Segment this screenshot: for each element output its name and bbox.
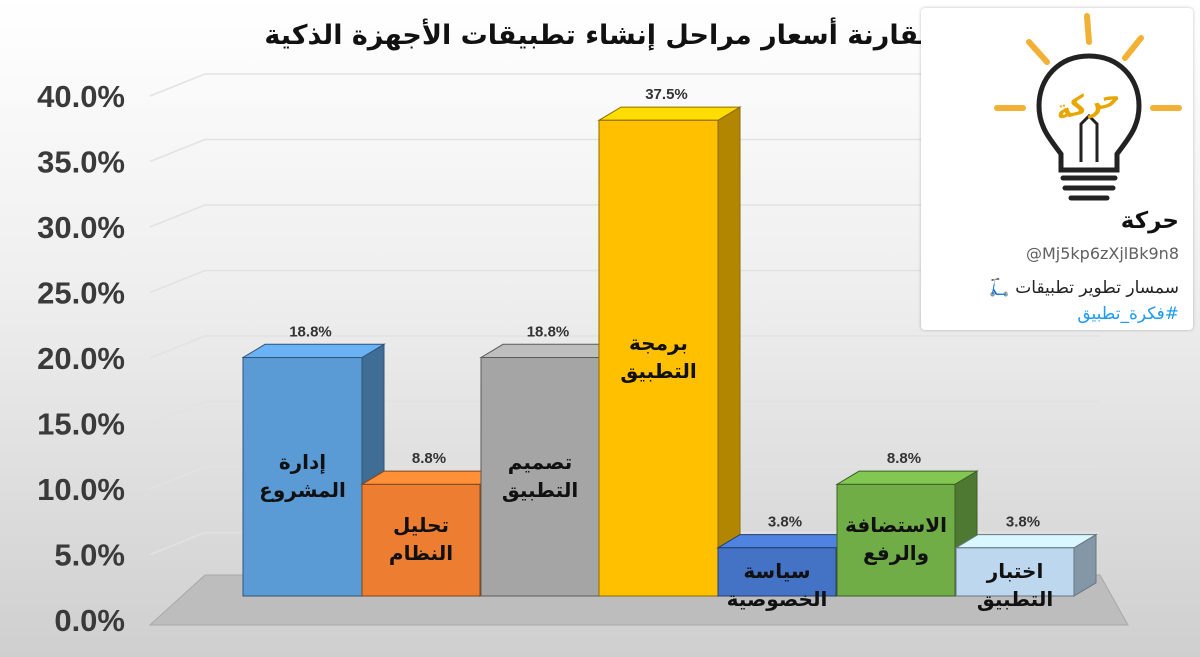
- brand-card: حركة حركة @Mj5kp6zXjlBk9n8 سمسار تطوير ت…: [921, 8, 1193, 330]
- bar-top: [241, 343, 386, 359]
- brand-bio: سمسار تطوير تطبيقات 🛴: [988, 278, 1179, 298]
- gridline: [149, 466, 1100, 490]
- data-label: 3.8%: [1006, 514, 1040, 531]
- bar-name-label: الخصوصية: [727, 587, 828, 611]
- bar: [955, 547, 1075, 597]
- bars: إدارة المشروع تحليل النظام تصميم التطبيق برمجة…: [241, 106, 1098, 611]
- chart-title: مقارنة أسعار مراحل إنشاء تطبيقات الأجهزة…: [264, 17, 935, 51]
- gridline: [149, 73, 1100, 97]
- bar-name-label: إدارة: [279, 450, 326, 474]
- bar: [480, 357, 600, 597]
- gridline: [149, 204, 1100, 228]
- bar: [836, 483, 956, 597]
- bar-name-label: سياسة: [743, 559, 810, 583]
- bar-name-label: برمجة: [629, 331, 688, 355]
- y-tick-label: 5.0%: [54, 538, 125, 573]
- brand-name: حركة: [1120, 208, 1179, 234]
- gridline: [149, 335, 1100, 359]
- data-label: 18.8%: [289, 323, 332, 340]
- y-tick-label: 0.0%: [54, 603, 125, 638]
- brand-handle: @Mj5kp6zXjlBk9n8: [1025, 244, 1179, 263]
- gridlines: [149, 73, 1100, 556]
- data-label: 18.8%: [527, 323, 570, 340]
- bar-top: [597, 106, 742, 121]
- y-tick-label: 15.0%: [37, 407, 125, 442]
- bar-top: [954, 534, 1098, 549]
- bar-name-label: التطبيق: [620, 359, 696, 383]
- gridline: [149, 269, 1100, 294]
- bar: [361, 483, 481, 597]
- y-tick-label: 30.0%: [37, 210, 125, 245]
- bar-name-label: والرفع: [863, 541, 929, 565]
- lightbulb-logo-icon: حركة: [994, 13, 1182, 201]
- y-axis-ticks: 0.0% 5.0% 10.0% 15.0% 20.0% 25.0% 30.0% 35.0% 40…: [37, 79, 125, 638]
- y-tick-label: 40.0%: [37, 79, 125, 114]
- y-tick-label: 35.0%: [37, 145, 125, 180]
- y-tick-label: 20.0%: [37, 341, 125, 376]
- bar-name-label: تحليل: [393, 513, 449, 537]
- gridline: [149, 138, 1100, 163]
- brand-hashtag[interactable]: #فكرة_تطبيق: [1077, 304, 1179, 324]
- data-labels: 18.8% 8.8% 18.8% 37.5% 3.8% 8.8% 3.8%: [289, 86, 1040, 531]
- bar-name-label: التطبيق: [502, 478, 578, 502]
- bar-side: [717, 106, 741, 597]
- data-label: 8.8%: [887, 450, 921, 467]
- gridline: [149, 400, 1100, 425]
- bar-name-label: المشروع: [259, 478, 346, 502]
- y-tick-label: 25.0%: [37, 276, 125, 311]
- data-label: 37.5%: [645, 86, 688, 103]
- y-tick-label: 10.0%: [37, 472, 125, 507]
- bar-top: [835, 470, 979, 485]
- bar-name-label: تصميم: [508, 450, 572, 474]
- bar-name-label: الاستضافة: [845, 513, 947, 537]
- bar-name-label: التطبيق: [977, 587, 1053, 611]
- bar: [242, 357, 363, 597]
- bar: [717, 547, 837, 597]
- bar: [598, 119, 719, 597]
- gridline: [149, 531, 1100, 556]
- data-label: 8.8%: [412, 450, 446, 467]
- data-label: 3.8%: [768, 514, 802, 531]
- bar-name-label: النظام: [389, 541, 453, 565]
- bar-name-label: اختبار: [986, 559, 1044, 583]
